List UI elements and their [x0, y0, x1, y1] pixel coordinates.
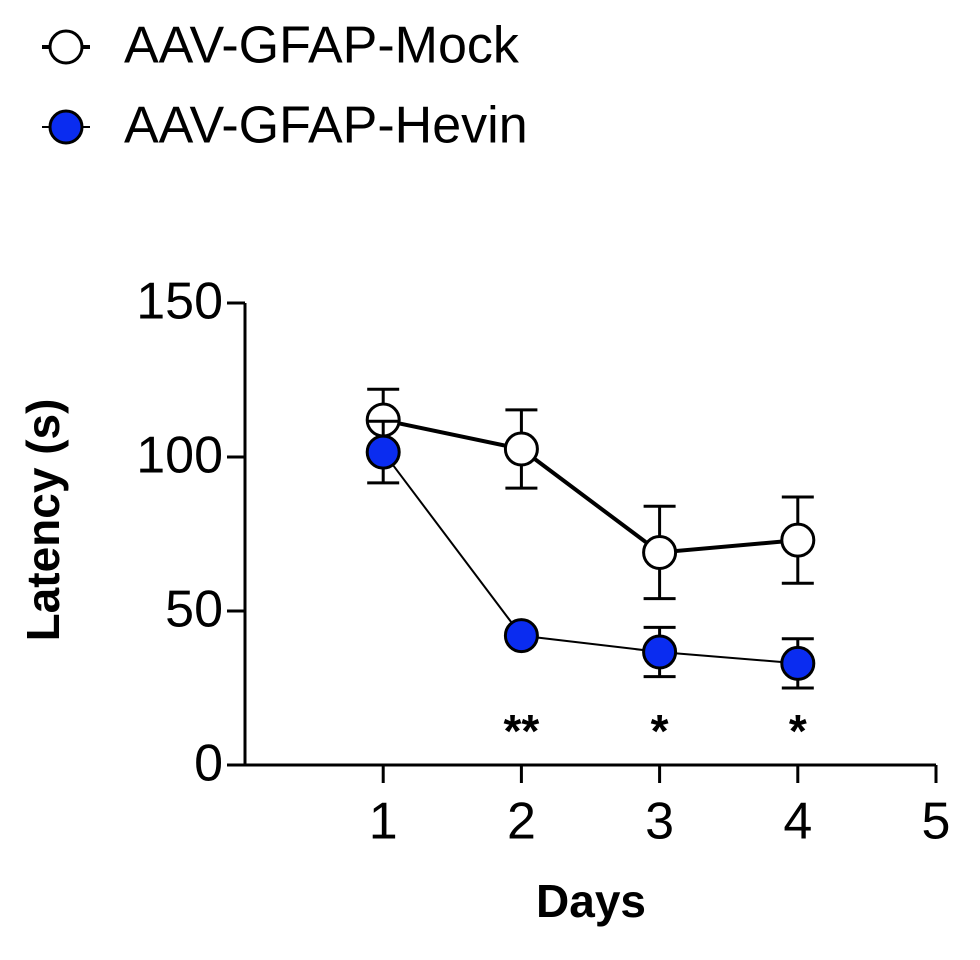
data-point — [780, 645, 816, 681]
legend-label: AAV-GFAP-Mock — [124, 17, 520, 75]
y-tick-label: 150 — [136, 273, 223, 331]
data-point — [642, 534, 678, 570]
y-tick-label: 100 — [136, 427, 223, 485]
y-tick-label: 0 — [194, 735, 223, 793]
significance-annotation: * — [789, 705, 807, 757]
x-tick-label: 4 — [783, 793, 812, 851]
data-point — [365, 434, 401, 470]
x-tick-label: 2 — [507, 793, 536, 851]
data-point — [503, 618, 539, 654]
y-tick-label: 50 — [165, 581, 223, 639]
legend-marker — [48, 109, 84, 145]
x-tick-label: 1 — [369, 793, 398, 851]
data-point — [642, 634, 678, 670]
x-tick-label: 5 — [922, 793, 951, 851]
y-axis-label: Latency (s) — [17, 399, 69, 642]
series-line — [382, 418, 798, 555]
series-line — [382, 451, 798, 665]
data-point — [780, 522, 816, 558]
data-point — [503, 431, 539, 467]
significance-annotation: * — [651, 705, 669, 757]
significance-annotation: ** — [503, 705, 539, 757]
legend-marker — [48, 29, 84, 65]
x-axis-label: Days — [536, 875, 646, 927]
legend-label: AAV-GFAP-Hevin — [124, 97, 528, 155]
x-tick-label: 3 — [645, 793, 674, 851]
